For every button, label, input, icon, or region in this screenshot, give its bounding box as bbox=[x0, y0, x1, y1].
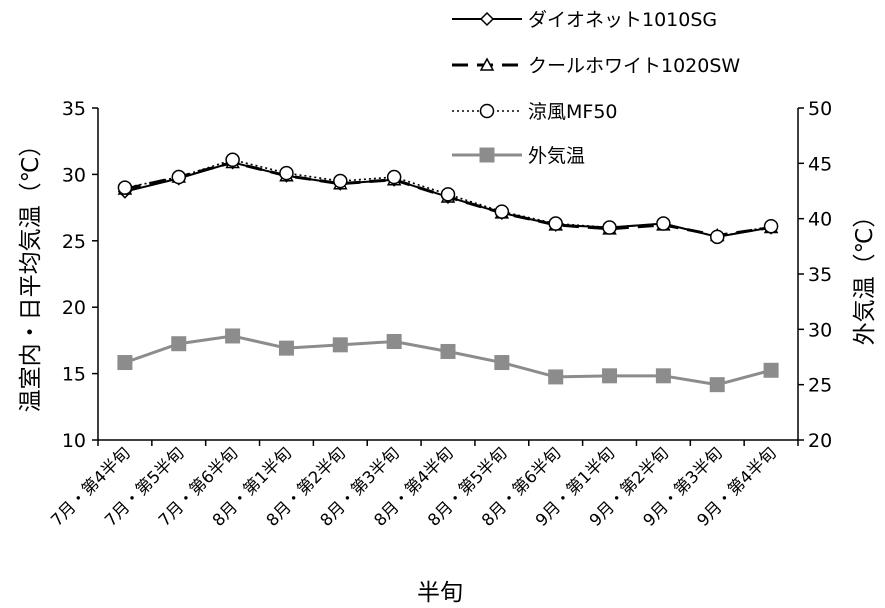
series-2-point bbox=[333, 173, 348, 189]
y-tick-left-label: 25 bbox=[62, 231, 86, 253]
series-3-point bbox=[494, 355, 510, 371]
series-2-point bbox=[656, 216, 671, 231]
series-2-point bbox=[602, 220, 617, 235]
y-tick-right-label: 45 bbox=[808, 153, 832, 175]
series-3-point bbox=[225, 328, 241, 344]
series-2-point bbox=[494, 204, 510, 219]
series-3-point bbox=[440, 343, 456, 359]
series-2-point bbox=[225, 152, 240, 168]
series-3-point bbox=[602, 368, 618, 384]
legend-label-2: 涼風MF50 bbox=[528, 101, 618, 123]
y-tick-left-label: 20 bbox=[62, 297, 86, 319]
y-tick-left-label: 15 bbox=[62, 364, 86, 386]
series-2-point bbox=[279, 165, 294, 181]
legend-label-0: ダイオネット1010SG bbox=[528, 9, 717, 31]
legend-label-3: 外気温 bbox=[528, 145, 585, 167]
y-tick-right-label: 20 bbox=[808, 430, 832, 452]
series-line-3 bbox=[124, 334, 772, 387]
series-3-point bbox=[709, 377, 725, 393]
y-tick-right-label: 40 bbox=[808, 209, 832, 231]
series-2-point bbox=[548, 216, 563, 231]
legend-marker-0 bbox=[479, 11, 495, 27]
series-2-point bbox=[763, 218, 779, 234]
x-axis-title: 半旬 bbox=[417, 580, 463, 606]
axes: 101520253035202530354045507月・第4半旬7月・第5半旬… bbox=[47, 98, 832, 530]
y-tick-right-label: 50 bbox=[808, 98, 832, 120]
series-3-point bbox=[655, 368, 671, 384]
series-3-point bbox=[548, 369, 564, 385]
y-tick-right-label: 25 bbox=[808, 375, 832, 397]
y-tick-left-label: 30 bbox=[62, 164, 86, 186]
series-2-point bbox=[440, 187, 456, 202]
series-3-point bbox=[278, 340, 294, 356]
legend-marker-1 bbox=[479, 57, 495, 71]
y-tick-right-label: 30 bbox=[808, 319, 832, 341]
legend-marker-3 bbox=[479, 147, 495, 163]
y-axis-left-title: 温室内・日平均気温（℃） bbox=[18, 134, 44, 413]
series-2-point bbox=[386, 169, 402, 185]
series-3-point bbox=[171, 336, 187, 352]
legend-label-1: クールホワイト1020SW bbox=[528, 55, 740, 77]
legend: ダイオネット1010SG クールホワイト1020SW 涼風MF50 外気温 bbox=[452, 9, 740, 167]
y-axis-right-title: 外気温（℃） bbox=[852, 205, 878, 346]
series-2-point bbox=[117, 180, 133, 195]
series-3-point bbox=[117, 355, 133, 371]
series-group bbox=[117, 152, 779, 393]
series-3-point bbox=[332, 337, 348, 353]
series-3-point bbox=[763, 362, 779, 378]
series-2-point bbox=[709, 229, 725, 245]
y-tick-right-label: 35 bbox=[808, 264, 832, 286]
y-tick-left-label: 10 bbox=[62, 430, 86, 452]
series-3-point bbox=[386, 334, 402, 350]
y-tick-left-label: 35 bbox=[62, 98, 86, 120]
legend-marker-2 bbox=[479, 103, 495, 119]
series-2-point bbox=[171, 169, 187, 185]
